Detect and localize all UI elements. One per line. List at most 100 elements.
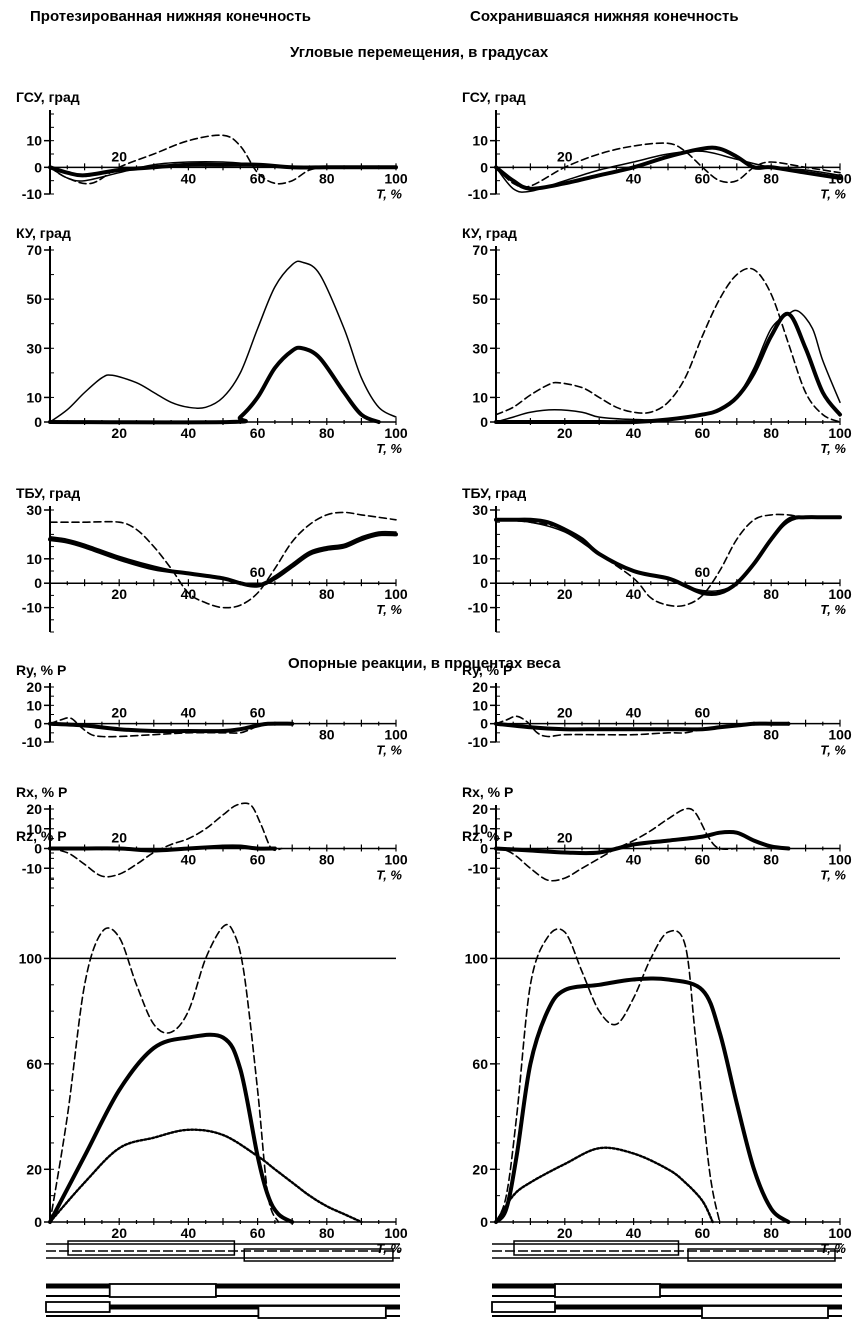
x-tick-label: 60: [695, 852, 711, 868]
x-tick-label: 100: [828, 425, 852, 441]
x-tick-label: 20: [557, 1225, 573, 1241]
x-tick-label: 40: [181, 1225, 197, 1241]
y-tick-label: -10: [468, 860, 488, 876]
y-tick-label: 0: [480, 1214, 488, 1230]
y-tick-label: 60: [472, 1056, 488, 1072]
series-line-thin: [49, 260, 397, 423]
series-line-thick: [494, 976, 791, 1224]
y-tick-label: 30: [26, 340, 42, 356]
series-line-thin: [49, 530, 397, 587]
y-tick-label: 70: [472, 242, 488, 258]
y-tick-label: 10: [26, 821, 42, 837]
x-tick-label: 100: [384, 425, 408, 441]
x-tick-label: 20: [557, 705, 573, 721]
x-tick-label: 40: [181, 852, 197, 868]
gait-phase-box: [257, 1305, 387, 1319]
y-tick-label: 0: [34, 575, 42, 591]
x-tick-label: 40: [626, 705, 642, 721]
x-tick-label: 20: [111, 830, 127, 846]
x-tick-label: 40: [181, 705, 197, 721]
x-tick-label: 80: [763, 425, 779, 441]
y-tick-label: 20: [26, 1161, 42, 1177]
x-tick-label: 40: [626, 170, 642, 186]
gait-phase-box: [554, 1283, 661, 1298]
series-line-dotted: [48, 1128, 363, 1224]
x-axis-label: T, %: [820, 186, 846, 201]
series-line-thick: [48, 721, 295, 734]
x-tick-label: 100: [828, 586, 852, 602]
x-axis-label: T, %: [376, 602, 402, 617]
gait-phase-box: [513, 1240, 680, 1256]
x-axis-label: T, %: [820, 868, 846, 883]
y-tick-label: 10: [26, 133, 42, 149]
y-tick-label: 0: [480, 159, 488, 175]
x-tick-label: 20: [111, 705, 127, 721]
series-line-dashed: [49, 511, 397, 609]
x-tick-label: 20: [557, 586, 573, 602]
series-line-dashed: [495, 513, 841, 608]
series-line-thin: [495, 516, 841, 592]
x-tick-label: 40: [626, 425, 642, 441]
gait-phase-box: [687, 1248, 836, 1262]
y-axis-label: Rx, % P: [462, 784, 513, 800]
series-line-thin: [495, 309, 841, 423]
y-tick-label: 10: [472, 133, 488, 149]
y-tick-label: -10: [22, 860, 42, 876]
x-tick-label: 80: [763, 727, 779, 743]
y-tick-label: 0: [34, 159, 42, 175]
x-tick-label: 100: [384, 727, 408, 743]
x-axis-label: T, %: [376, 186, 402, 201]
x-tick-label: 100: [384, 1225, 408, 1241]
x-tick-label: 80: [319, 586, 335, 602]
series-line-dotted: [494, 1146, 714, 1224]
gait-phase-box: [45, 1301, 111, 1313]
y-tick-label: 50: [26, 291, 42, 307]
y-tick-label: -10: [22, 600, 42, 616]
y-tick-label: -10: [468, 186, 488, 202]
y-axis-label: КУ, град: [462, 225, 517, 241]
y-tick-label: 30: [472, 502, 488, 518]
x-tick-label: 20: [111, 148, 127, 164]
x-tick-label: 40: [181, 425, 197, 441]
y-tick-label: 20: [26, 801, 42, 817]
x-tick-label: 40: [626, 852, 642, 868]
y-tick-label: 10: [472, 551, 488, 567]
x-axis-label: T, %: [376, 868, 402, 883]
x-tick-label: 20: [557, 830, 573, 846]
y-axis-label: ГСУ, град: [462, 89, 526, 105]
x-tick-label: 60: [695, 1225, 711, 1241]
series-line-dashed: [49, 802, 283, 878]
y-tick-label: 30: [26, 502, 42, 518]
y-tick-label: 20: [472, 1161, 488, 1177]
y-tick-label: 20: [472, 801, 488, 817]
section-title-angles: Угловые перемещения, в градусах: [290, 44, 549, 61]
x-axis-label: T, %: [376, 441, 402, 456]
y-tick-label: -10: [468, 734, 488, 750]
x-tick-label: 80: [763, 852, 779, 868]
x-tick-label: 60: [250, 852, 266, 868]
x-tick-label: 40: [626, 1225, 642, 1241]
gait-phase-box: [701, 1305, 829, 1319]
y-axis-label: Rz, % P: [16, 828, 67, 844]
series-line-dashed: [495, 142, 841, 188]
y-axis-label: КУ, град: [16, 225, 71, 241]
x-tick-label: 60: [695, 564, 711, 580]
y-axis-label: ГСУ, град: [16, 89, 80, 105]
gait-phase-box: [491, 1301, 556, 1313]
right-column-title: Сохранившаяся нижняя конечность: [470, 8, 739, 25]
x-tick-label: 80: [319, 852, 335, 868]
y-tick-label: 0: [480, 841, 488, 857]
x-tick-label: 100: [828, 727, 852, 743]
y-tick-label: 0: [34, 841, 42, 857]
x-tick-label: 100: [384, 852, 408, 868]
x-tick-label: 40: [626, 586, 642, 602]
